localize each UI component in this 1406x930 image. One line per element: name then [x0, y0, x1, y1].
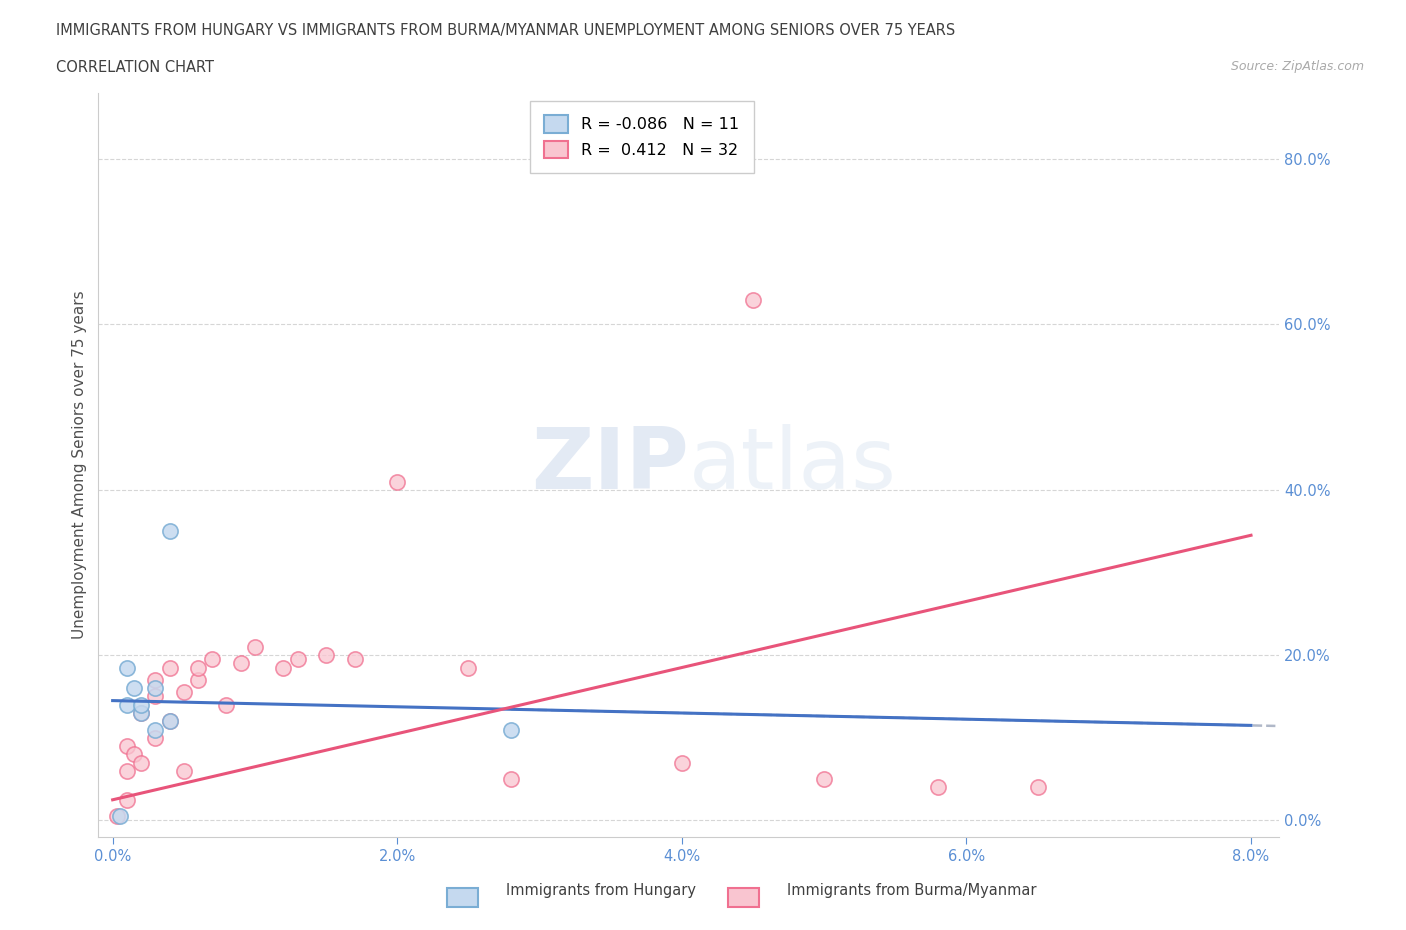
- Point: [115, 764, 138, 778]
- Point: [315, 647, 337, 662]
- Point: [215, 698, 238, 712]
- Point: [143, 672, 166, 687]
- Point: [499, 772, 522, 787]
- Point: [159, 660, 181, 675]
- Point: [187, 672, 209, 687]
- Point: [243, 640, 266, 655]
- Point: [671, 755, 693, 770]
- Text: Immigrants from Hungary: Immigrants from Hungary: [506, 883, 696, 897]
- Point: [813, 772, 835, 787]
- Point: [201, 652, 224, 667]
- Point: [742, 292, 765, 307]
- Point: [143, 689, 166, 704]
- Point: [122, 747, 145, 762]
- Point: [159, 714, 181, 729]
- Point: [129, 755, 152, 770]
- Point: [927, 780, 949, 795]
- Point: [173, 684, 195, 699]
- Point: [115, 738, 138, 753]
- Text: CORRELATION CHART: CORRELATION CHART: [56, 60, 214, 75]
- Point: [173, 764, 195, 778]
- Text: IMMIGRANTS FROM HUNGARY VS IMMIGRANTS FROM BURMA/MYANMAR UNEMPLOYMENT AMONG SENI: IMMIGRANTS FROM HUNGARY VS IMMIGRANTS FR…: [56, 23, 956, 38]
- Point: [143, 722, 166, 737]
- Point: [273, 660, 295, 675]
- Y-axis label: Unemployment Among Seniors over 75 years: Unemployment Among Seniors over 75 years: [72, 291, 87, 639]
- Point: [115, 792, 138, 807]
- Point: [108, 809, 131, 824]
- Text: Immigrants from Burma/Myanmar: Immigrants from Burma/Myanmar: [787, 883, 1036, 897]
- Point: [115, 660, 138, 675]
- Point: [387, 474, 409, 489]
- Point: [159, 524, 181, 538]
- Point: [287, 652, 309, 667]
- Text: atlas: atlas: [689, 423, 897, 507]
- Point: [499, 722, 522, 737]
- Text: Source: ZipAtlas.com: Source: ZipAtlas.com: [1230, 60, 1364, 73]
- Point: [143, 730, 166, 745]
- Point: [105, 809, 128, 824]
- Point: [229, 656, 252, 671]
- Point: [1026, 780, 1049, 795]
- Legend: R = -0.086   N = 11, R =  0.412   N = 32: R = -0.086 N = 11, R = 0.412 N = 32: [530, 101, 754, 173]
- Point: [343, 652, 366, 667]
- Point: [115, 698, 138, 712]
- Point: [129, 706, 152, 721]
- Point: [129, 698, 152, 712]
- Point: [159, 714, 181, 729]
- Point: [457, 660, 479, 675]
- Text: ZIP: ZIP: [531, 423, 689, 507]
- Point: [129, 706, 152, 721]
- Point: [143, 681, 166, 696]
- Point: [187, 660, 209, 675]
- Point: [122, 681, 145, 696]
